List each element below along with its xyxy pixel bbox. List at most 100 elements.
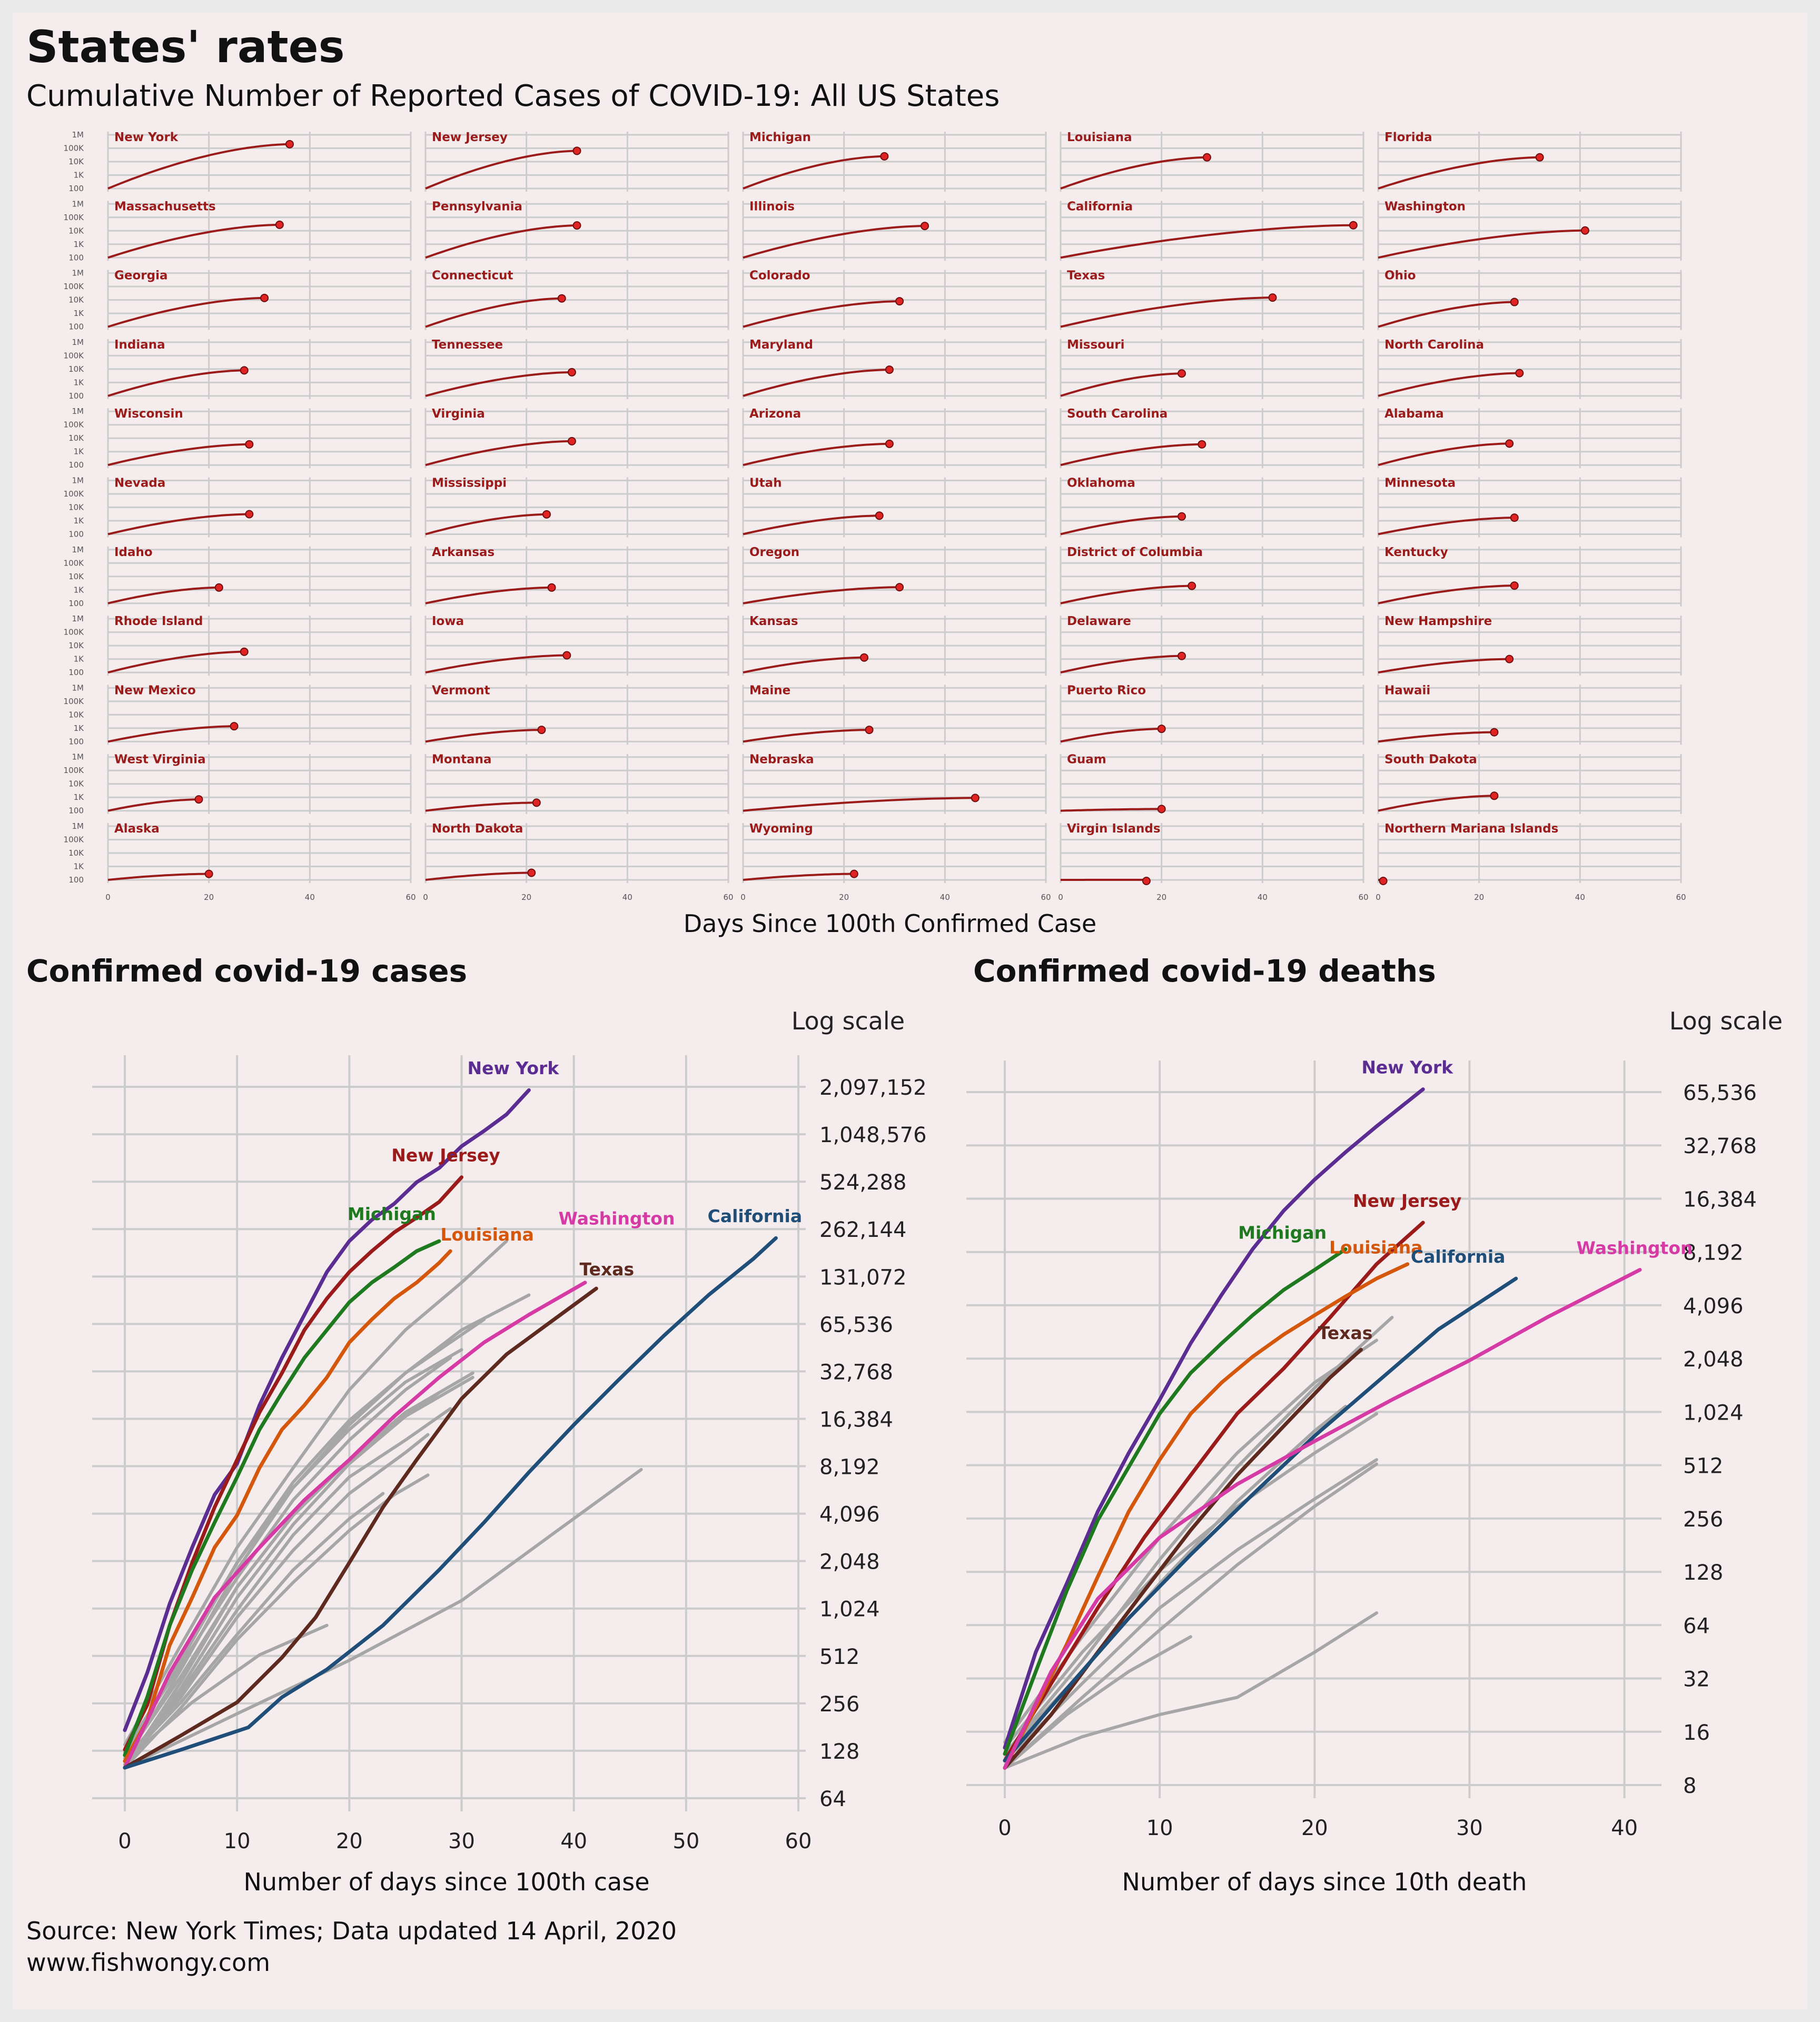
y-tick-label: 512: [1683, 1454, 1723, 1479]
series-other-state: [123, 1375, 474, 1769]
y-tick-label: 1K: [74, 655, 85, 664]
series-line: [425, 729, 542, 743]
series-label-new-york: New York: [1361, 1057, 1453, 1078]
panel-label: Virgin Islands: [1067, 822, 1161, 836]
y-tick-label: 262,144: [819, 1218, 906, 1242]
latest-point: [275, 220, 284, 229]
y-tick-label: 1K: [74, 171, 85, 180]
log-scale-note: Log scale: [1669, 1007, 1783, 1035]
series-label-california: California: [708, 1206, 803, 1226]
series-line: [743, 369, 889, 397]
series-line: [1378, 301, 1515, 328]
x-tick-label: 20: [1156, 893, 1166, 902]
x-tick-label: 40: [622, 893, 632, 902]
panel-label: Kentucky: [1384, 546, 1448, 559]
x-tick-label: 0: [118, 1829, 131, 1854]
series-texas: [1003, 1347, 1363, 1770]
series-line: [425, 150, 577, 190]
latest-point: [885, 365, 894, 374]
series-other-state: [1003, 1458, 1378, 1762]
cases-chart-title: Confirmed covid-19 cases: [26, 953, 468, 989]
panel-label: Kansas: [749, 614, 798, 628]
x-tick-label: 30: [448, 1829, 475, 1854]
y-tick-label: 100: [68, 599, 84, 608]
series-line: [107, 443, 250, 467]
panel-oregon: Oregon: [742, 546, 1047, 607]
latest-point: [1490, 728, 1499, 737]
latest-point: [971, 794, 980, 802]
series-line: [425, 871, 532, 881]
series-line: [107, 586, 219, 604]
series-other-state: [123, 1293, 531, 1763]
latest-point: [240, 366, 249, 375]
panel-nevada: 100 1K 10K 100K 1M Nevada: [64, 476, 412, 539]
x-tick-label: 40: [560, 1829, 587, 1854]
series-line: [743, 729, 869, 743]
y-tick-label: 100: [68, 460, 84, 470]
y-tick-label: 1M: [72, 545, 84, 554]
series-line: [743, 300, 900, 328]
series-label-washington: Washington: [1577, 1237, 1693, 1258]
y-tick-label: 100K: [64, 213, 85, 222]
y-tick-label: 1K: [74, 447, 85, 457]
latest-point: [537, 726, 546, 735]
series-line: [1060, 156, 1207, 190]
panel-label: Alaska: [114, 822, 160, 836]
series-other-state: [1003, 1611, 1378, 1770]
panel-massachusetts: 100 1K 10K 100K 1M Massachusetts: [64, 199, 412, 262]
series-line: [425, 801, 537, 812]
latest-point: [1157, 805, 1166, 814]
panel-kentucky: Kentucky: [1377, 546, 1682, 607]
x-tick-label: 0: [1058, 893, 1063, 902]
y-tick-label: 8,192: [1683, 1241, 1744, 1265]
panel-label: Illinois: [749, 200, 795, 213]
y-tick-label: 100K: [64, 420, 85, 430]
x-tick-label: 0: [105, 893, 111, 902]
series-line: [1060, 224, 1353, 259]
x-axis-label: Number of days since 10th death: [1122, 1868, 1527, 1896]
panel-new-mexico: 100 1K 10K 100K 1M New Mexico: [64, 683, 412, 746]
series-label-new-jersey: New Jersey: [391, 1145, 500, 1166]
y-tick-label: 100: [68, 668, 84, 677]
series-new-york: [1003, 1087, 1425, 1750]
latest-point: [260, 293, 269, 302]
panel-label: Indiana: [114, 338, 165, 352]
panel-label: Maryland: [749, 338, 813, 352]
deaths-chart-title: Confirmed covid-19 deaths: [973, 953, 1436, 989]
latest-point: [1178, 651, 1186, 660]
y-tick-label: 1K: [74, 240, 85, 249]
latest-point: [1142, 877, 1151, 885]
panel-guam: Guam: [1060, 753, 1364, 814]
series-california: [1003, 1276, 1518, 1762]
series-other-state: [123, 1433, 430, 1766]
x-tick-label: 60: [1676, 893, 1686, 902]
y-tick-label: 100K: [64, 697, 85, 706]
latest-point: [230, 722, 239, 731]
panel-michigan: Michigan: [742, 131, 1047, 192]
latest-point: [921, 222, 929, 231]
x-tick-label: 0: [740, 893, 746, 902]
latest-point: [1510, 298, 1519, 306]
y-tick-label: 1M: [72, 338, 84, 347]
panel-label: Nebraska: [749, 753, 814, 767]
series-label-texas: Texas: [579, 1259, 634, 1280]
y-tick-label: 1K: [74, 862, 85, 871]
panel-georgia: 100 1K 10K 100K 1M Georgia: [64, 269, 412, 332]
series-line: [425, 513, 547, 536]
panel-label: Virginia: [432, 407, 485, 421]
y-tick-label: 16,384: [1683, 1187, 1757, 1212]
x-tick-label: 20: [204, 893, 214, 902]
x-tick-label: 0: [1376, 893, 1381, 902]
latest-point: [1157, 725, 1166, 734]
series-line: [425, 371, 572, 397]
panel-new-jersey: New Jersey: [424, 131, 729, 192]
y-tick-label: 10K: [68, 295, 84, 305]
panel-maine: Maine: [742, 683, 1047, 745]
latest-point: [567, 437, 576, 445]
panel-label: South Carolina: [1067, 407, 1168, 421]
y-tick-label: 100: [68, 391, 84, 401]
x-tick-label: 60: [723, 893, 733, 902]
panel-label: Arkansas: [432, 546, 494, 559]
series-washington: [123, 1281, 587, 1770]
latest-point: [240, 647, 249, 656]
